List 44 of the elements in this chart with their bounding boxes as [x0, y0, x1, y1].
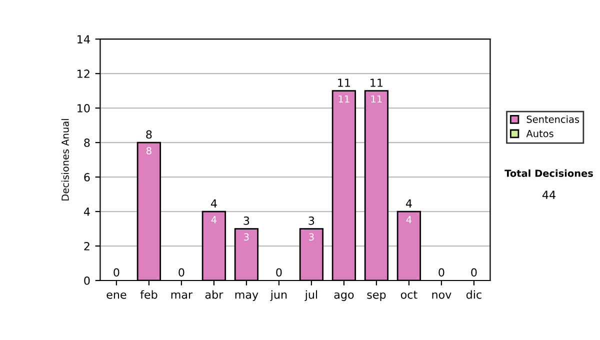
y-tick-label: 6: [84, 173, 90, 182]
total-label: 11: [370, 78, 382, 87]
data-label: 4: [211, 216, 216, 224]
y-tick-label: 14: [78, 35, 90, 44]
x-tick-label: sep: [367, 292, 386, 301]
x-tick-label: dic: [466, 290, 482, 299]
data-label: 11: [371, 95, 382, 103]
data-label: 11: [338, 95, 350, 103]
y-tick-label: 4: [84, 208, 90, 216]
total-label: 0: [438, 268, 444, 277]
y-tick-label: 2: [84, 242, 90, 250]
total-label: 8: [146, 130, 152, 139]
data-label: 3: [309, 233, 314, 241]
total-label: 4: [210, 199, 217, 208]
text: Total Decisiones: [504, 169, 593, 177]
y-tick-label: 8: [84, 138, 90, 147]
x-tick-label: ago: [334, 292, 354, 301]
x-tick-label: feb: [140, 290, 158, 299]
y-tick-label: 10: [78, 104, 90, 112]
total-label: 3: [308, 216, 314, 225]
text: 44: [542, 190, 556, 199]
x-tick-label: nov: [432, 292, 452, 299]
x-tick-label: ene: [106, 292, 126, 299]
total-label: 0: [114, 268, 120, 277]
data-label: 3: [244, 233, 249, 241]
total-label: 4: [406, 199, 412, 208]
y-axis-title: Decisiones Anual: [61, 119, 69, 200]
legend-label: Sentencias: [526, 115, 580, 123]
data-label: 8: [146, 147, 152, 154]
total-label: 11: [338, 78, 350, 87]
y-tick-label: 12: [78, 70, 90, 78]
x-tick-label: oct: [400, 290, 418, 299]
legend-label: Autos: [526, 130, 554, 138]
y-tick-label: 0: [84, 276, 90, 285]
total-label: 0: [276, 268, 282, 277]
x-tick-label: jul: [304, 290, 318, 301]
x-tick-label: mar: [171, 292, 193, 299]
data-label: 4: [406, 216, 412, 224]
x-tick-label: jun: [270, 290, 287, 301]
x-tick-label: abr: [205, 290, 224, 299]
total-label: 0: [178, 268, 184, 277]
x-tick-label: may: [235, 292, 258, 301]
total-label: 0: [471, 268, 477, 277]
total-label: 3: [244, 216, 250, 225]
